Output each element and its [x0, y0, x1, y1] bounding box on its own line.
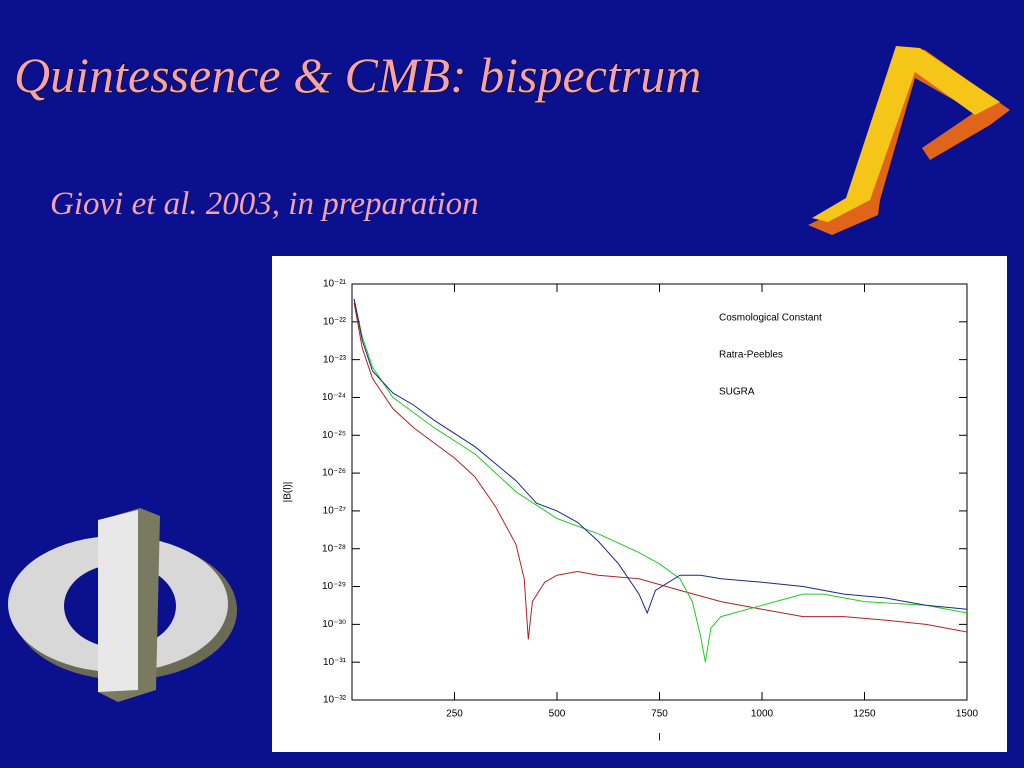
y-tick-label: 10⁻³¹ [323, 657, 347, 668]
phi-icon [8, 508, 237, 702]
chart-panel [272, 256, 1007, 752]
legend-entry: SUGRA [719, 387, 755, 398]
y-tick-label: 10⁻²² [323, 316, 347, 327]
chart: 10⁻²¹ 10⁻²² 10⁻²³ 10⁻²⁴ 10⁻²⁵ 10⁻²⁶ 10⁻²⁷ 10⁻²⁸… [283, 279, 979, 744]
slide-subtitle: Giovi et al. 2003, in preparation [50, 186, 479, 222]
y-tick-label: 10⁻²⁶ [322, 468, 346, 479]
series-line [353, 298, 968, 663]
x-tick-label: 500 [549, 709, 566, 720]
legend-entry: Cosmological Constant [719, 313, 822, 324]
y-tick-label: 10⁻²⁸ [322, 543, 346, 554]
x-tick-label: 1500 [956, 709, 979, 720]
lambda-icon [808, 46, 1010, 235]
legend-entry: Ratra-Peebles [719, 350, 783, 361]
y-tick-label: 10⁻²⁴ [322, 392, 346, 403]
y-axis-label: |B(l)| [283, 482, 294, 503]
y-tick-label: 10⁻²¹ [323, 279, 347, 290]
x-tick-label: 1000 [751, 709, 774, 720]
y-tick-label: 10⁻³⁰ [322, 619, 346, 630]
series-line [353, 302, 968, 640]
y-tick-label: 10⁻²⁵ [322, 430, 346, 441]
x-tick-label: 750 [651, 709, 668, 720]
series-line [353, 298, 968, 615]
x-axis-label: l [658, 733, 660, 744]
y-tick-label: 10⁻²⁹ [322, 581, 346, 592]
y-tick-label: 10⁻²³ [323, 354, 347, 365]
slide-title: Quintessence & CMB: bispectrum [14, 47, 701, 103]
y-tick-label: 10⁻²⁷ [323, 506, 347, 517]
x-tick-label: 1250 [853, 709, 876, 720]
x-tick-label: 250 [446, 709, 463, 720]
y-tick-label: 10⁻³² [323, 695, 347, 706]
